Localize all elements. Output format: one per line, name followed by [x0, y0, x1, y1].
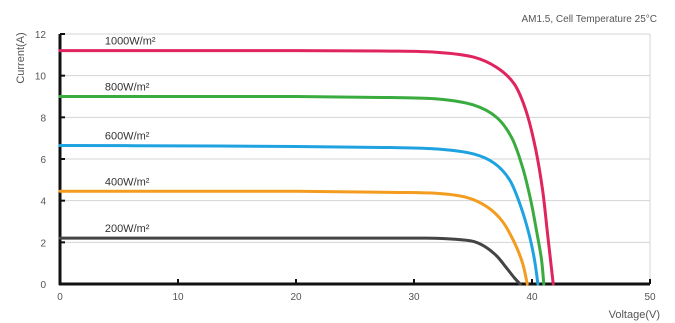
series-line: [58, 143, 540, 286]
series-line: [58, 189, 529, 286]
series-line: [58, 236, 522, 286]
y-tick-label: 4: [40, 197, 46, 208]
series-lines: [58, 49, 555, 286]
x-tick-label: 30: [408, 292, 420, 303]
x-tick-label: 20: [290, 292, 302, 303]
condition-note: AM1.5, Cell Temperature 25°C: [521, 14, 657, 25]
series-label: 1000W/m²: [105, 36, 156, 48]
y-tick-label: 12: [35, 30, 47, 41]
x-tick-label: 10: [172, 292, 184, 303]
series-label: 800W/m²: [105, 82, 150, 94]
gridlines: [60, 33, 651, 284]
x-tick-label: 0: [57, 292, 63, 303]
y-tick-label: 2: [40, 238, 46, 249]
x-tick-label: 40: [526, 292, 538, 303]
series-labels: 1000W/m² 800W/m² 600W/m² 400W/m² 200W/m²: [105, 36, 156, 236]
x-tick-label: 50: [644, 292, 656, 303]
y-axis-title: Current(A): [15, 32, 27, 83]
series-label: 600W/m²: [105, 130, 150, 142]
y-tick-label: 10: [35, 72, 47, 83]
x-axis-ticks: 0 10 20 30 40 50: [57, 279, 656, 303]
series-label: 200W/m²: [105, 223, 150, 235]
series-label: 400W/m²: [105, 176, 150, 188]
x-axis-title: Voltage(V): [609, 309, 660, 321]
series-line: [58, 49, 555, 286]
y-tick-label: 8: [40, 113, 46, 124]
y-tick-label: 0: [40, 280, 46, 291]
y-tick-label: 6: [40, 155, 46, 166]
y-axis-ticks: 0 2 4 6 8 10 12: [35, 30, 65, 291]
series-line: [58, 94, 546, 286]
